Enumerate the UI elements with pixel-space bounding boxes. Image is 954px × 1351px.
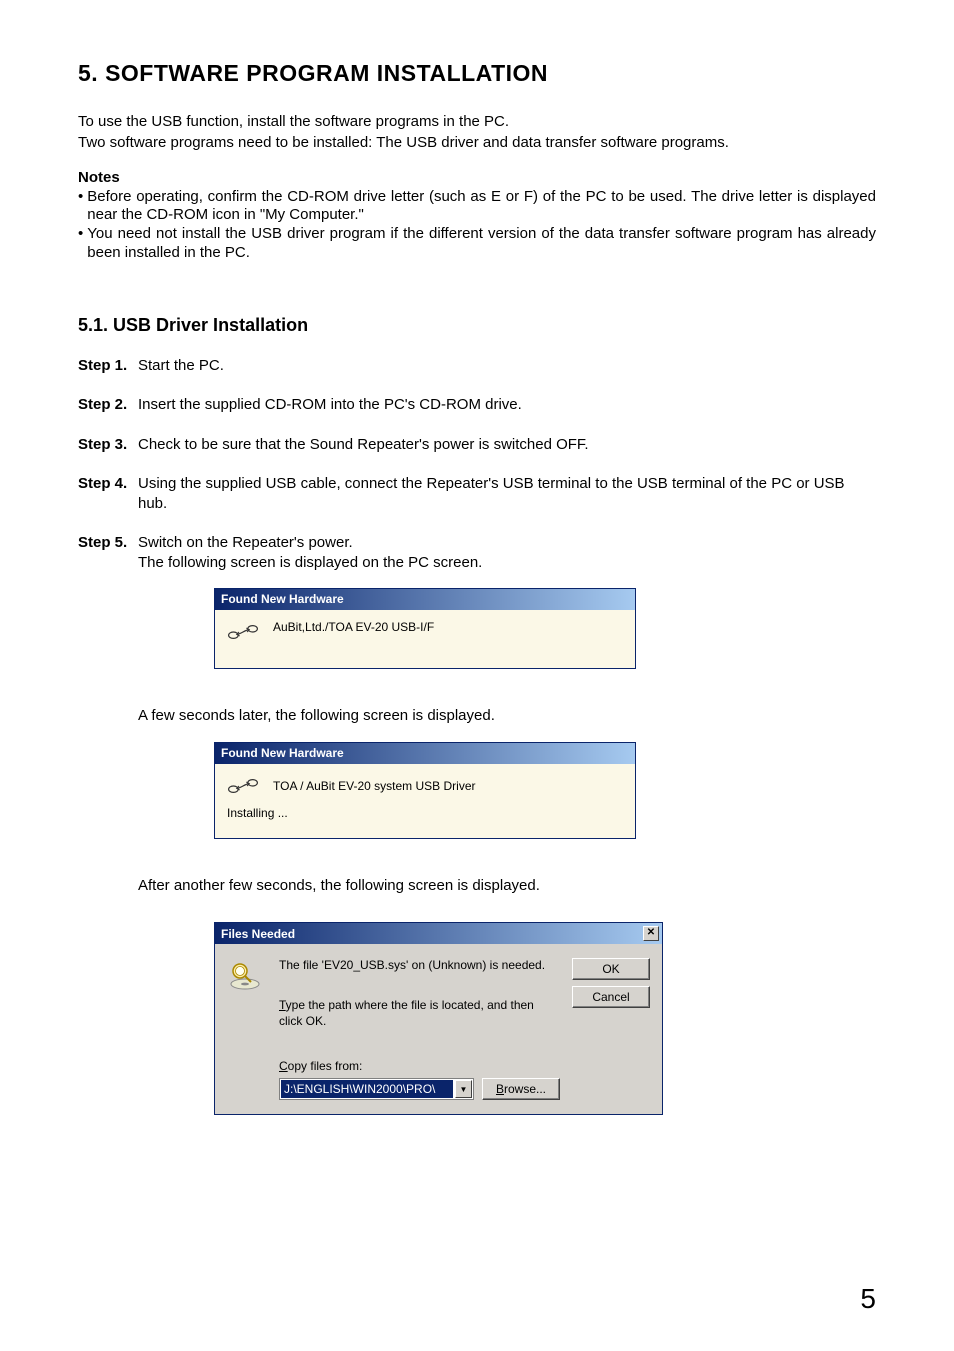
step-row: Step 5. Switch on the Repeater's power. … [78, 533, 876, 572]
section-heading: 5. SOFTWARE PROGRAM INSTALLATION [78, 60, 876, 87]
step-body: Insert the supplied CD-ROM into the PC's… [138, 395, 876, 415]
subsection-heading: 5.1. USB Driver Installation [78, 315, 876, 336]
notes-title: Notes [78, 169, 876, 186]
copy-files-label: Copy files from: [279, 1059, 560, 1073]
step-row: Step 1. Start the PC. [78, 356, 876, 376]
dialog-title: Found New Hardware [215, 589, 635, 610]
bullet-icon: • [78, 188, 83, 226]
browse-button[interactable]: Browse... [482, 1078, 560, 1100]
step-row: Step 3. Check to be sure that the Sound … [78, 435, 876, 455]
dialog-title: Files Needed [221, 927, 295, 941]
disk-search-icon [227, 958, 263, 994]
files-needed-message: The file 'EV20_USB.sys' on (Unknown) is … [279, 958, 560, 972]
note-item: • You need not install the USB driver pr… [78, 225, 876, 263]
device-name: TOA / AuBit EV-20 system USB Driver [273, 779, 476, 793]
hardware-icon [227, 620, 259, 644]
note-text: Before operating, confirm the CD-ROM dri… [87, 188, 876, 226]
files-needed-dialog: Files Needed ✕ The file 'EV20_USB.sys' o… [214, 922, 663, 1115]
step-body: Check to be sure that the Sound Repeater… [138, 435, 876, 455]
bullet-icon: • [78, 225, 83, 263]
step-row: Step 2. Insert the supplied CD-ROM into … [78, 395, 876, 415]
step-label: Step 4. [78, 474, 138, 513]
dropdown-arrow-icon[interactable]: ▼ [455, 1080, 472, 1098]
step-label: Step 1. [78, 356, 138, 376]
transition-text: A few seconds later, the following scree… [138, 707, 876, 724]
step-row: Step 4. Using the supplied USB cable, co… [78, 474, 876, 513]
note-text: You need not install the USB driver prog… [87, 225, 876, 263]
cancel-button[interactable]: Cancel [572, 986, 650, 1008]
installing-status: Installing ... [227, 806, 288, 820]
step-body-line: The following screen is displayed on the… [138, 553, 876, 573]
step-body-line: Switch on the Repeater's power. [138, 533, 876, 553]
step-body: Using the supplied USB cable, connect th… [138, 474, 876, 513]
files-needed-hint: Type the path where the file is located,… [279, 998, 560, 1029]
ok-button[interactable]: OK [572, 958, 650, 980]
intro-line-2: Two software programs need to be install… [78, 134, 876, 153]
step-label: Step 2. [78, 395, 138, 415]
step-label: Step 3. [78, 435, 138, 455]
path-combobox[interactable]: ▼ [279, 1078, 474, 1100]
found-new-hardware-dialog: Found New Hardware TOA / AuBit EV-20 sys… [214, 742, 636, 839]
step-body: Switch on the Repeater's power. The foll… [138, 533, 876, 572]
note-item: • Before operating, confirm the CD-ROM d… [78, 188, 876, 226]
page-number: 5 [860, 1283, 876, 1315]
intro-line-1: To use the USB function, install the sof… [78, 113, 876, 132]
found-new-hardware-dialog: Found New Hardware AuBit,Ltd./TOA EV-20 … [214, 588, 636, 669]
step-label: Step 5. [78, 533, 138, 572]
close-button[interactable]: ✕ [643, 926, 659, 941]
path-input[interactable] [281, 1080, 453, 1098]
dialog-title: Found New Hardware [215, 743, 635, 764]
hardware-icon [227, 774, 259, 798]
step-body: Start the PC. [138, 356, 876, 376]
device-name: AuBit,Ltd./TOA EV-20 USB-I/F [273, 620, 434, 634]
transition-text: After another few seconds, the following… [138, 877, 876, 894]
